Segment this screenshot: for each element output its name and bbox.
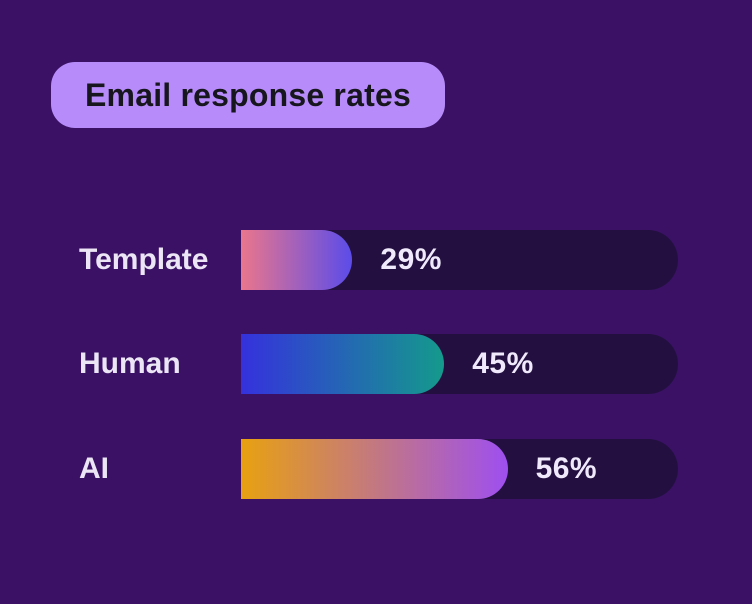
bar-value-label: 45% bbox=[472, 347, 534, 380]
bar-value-label: 56% bbox=[535, 452, 598, 485]
bar-fill bbox=[241, 334, 445, 394]
bar-row-human: Human 45% bbox=[79, 334, 678, 394]
bar-track: 45% bbox=[241, 334, 678, 394]
bar-category-label: Template bbox=[79, 243, 209, 276]
bar-value-label: 29% bbox=[380, 243, 442, 276]
chart-title: Email response rates bbox=[85, 76, 411, 113]
bar-track: 29% bbox=[241, 230, 678, 290]
bar-category-label: Human bbox=[79, 347, 181, 380]
bar-category-label: AI bbox=[79, 452, 109, 485]
bar-row-template: Template 29% bbox=[79, 230, 678, 290]
bar-row-ai: AI 56% bbox=[79, 439, 678, 499]
chart-title-badge: Email response rates bbox=[51, 62, 445, 128]
bar-track: 56% bbox=[241, 439, 678, 499]
bar-fill bbox=[241, 439, 508, 499]
bar-fill bbox=[241, 230, 353, 290]
